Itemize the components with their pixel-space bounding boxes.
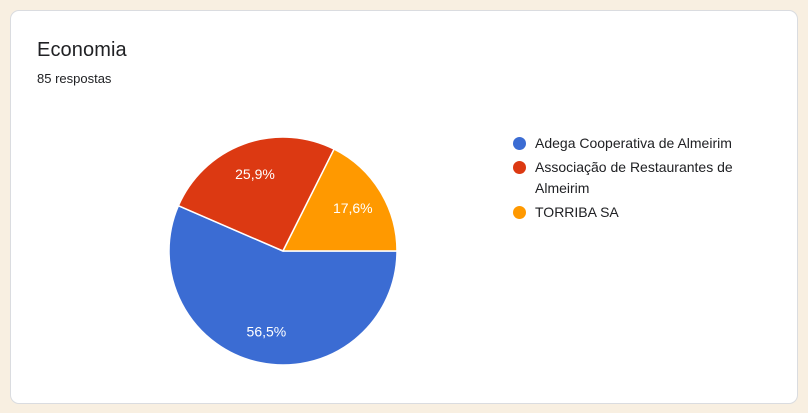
question-title: Economia: [37, 39, 127, 61]
legend-item: Adega Cooperativa de Almeirim: [513, 133, 753, 154]
pie-slice-label: 17,6%: [333, 200, 373, 216]
legend-swatch-icon: [513, 206, 526, 219]
legend-label: Associação de Restaurantes de Almeirim: [535, 159, 733, 196]
pie-slice: [168, 204, 398, 366]
legend-item: Associação de Restaurantes de Almeirim: [513, 157, 753, 199]
responses-count: 85 respostas: [37, 71, 112, 86]
pie-slice: [177, 136, 335, 252]
question-summary-card: Economia 85 respostas 56,5% 25,9% 17,6% Ad…: [10, 10, 798, 404]
pie-slice: [282, 148, 398, 252]
legend-label: TORRIBA SA: [535, 204, 619, 220]
chart-legend: Adega Cooperativa de Almeirim Associação …: [513, 133, 753, 226]
pie-slice-label: 25,9%: [235, 166, 275, 182]
legend-swatch-icon: [513, 161, 526, 174]
legend-item: TORRIBA SA: [513, 202, 753, 223]
legend-label: Adega Cooperativa de Almeirim: [535, 135, 732, 151]
pie-chart: 56,5% 25,9% 17,6%: [168, 136, 398, 366]
pie-slice-label: 56,5%: [247, 323, 287, 339]
legend-swatch-icon: [513, 137, 526, 150]
